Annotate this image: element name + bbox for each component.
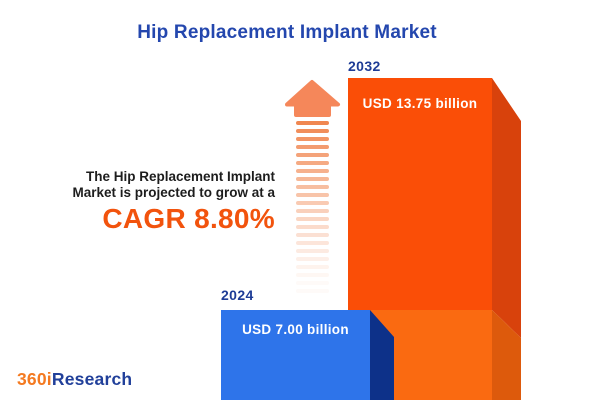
cagr-value: CAGR 8.80% bbox=[102, 203, 275, 234]
bar-2032-front-upper bbox=[348, 78, 492, 310]
bar-2032-value-label: USD 13.75 billion bbox=[362, 96, 478, 111]
arrow-up-icon bbox=[285, 80, 340, 117]
bar-2032-side-upper bbox=[492, 78, 521, 338]
bar-2024-value-label: USD 7.00 billion bbox=[242, 322, 349, 337]
bar-2024-front bbox=[221, 310, 370, 400]
page-title: Hip Replacement Implant Market bbox=[137, 22, 437, 43]
description-line-2: Market is projected to grow at a bbox=[72, 184, 275, 200]
bar-2032-year-label: 2032 bbox=[348, 58, 381, 74]
logo-part-orange: 360i bbox=[17, 369, 52, 389]
description-line-1: The Hip Replacement Implant bbox=[85, 169, 275, 184]
bar-2032-side-lower bbox=[492, 310, 521, 400]
bar-2024-year-label: 2024 bbox=[221, 287, 254, 303]
description-text: The Hip Replacement Implant Market is pr… bbox=[35, 169, 275, 200]
arrow-stem-stripes bbox=[296, 121, 329, 297]
brand-logo: 360iResearch bbox=[17, 369, 132, 390]
logo-part-navy: Research bbox=[51, 369, 133, 389]
bar-2024-side bbox=[370, 310, 394, 400]
